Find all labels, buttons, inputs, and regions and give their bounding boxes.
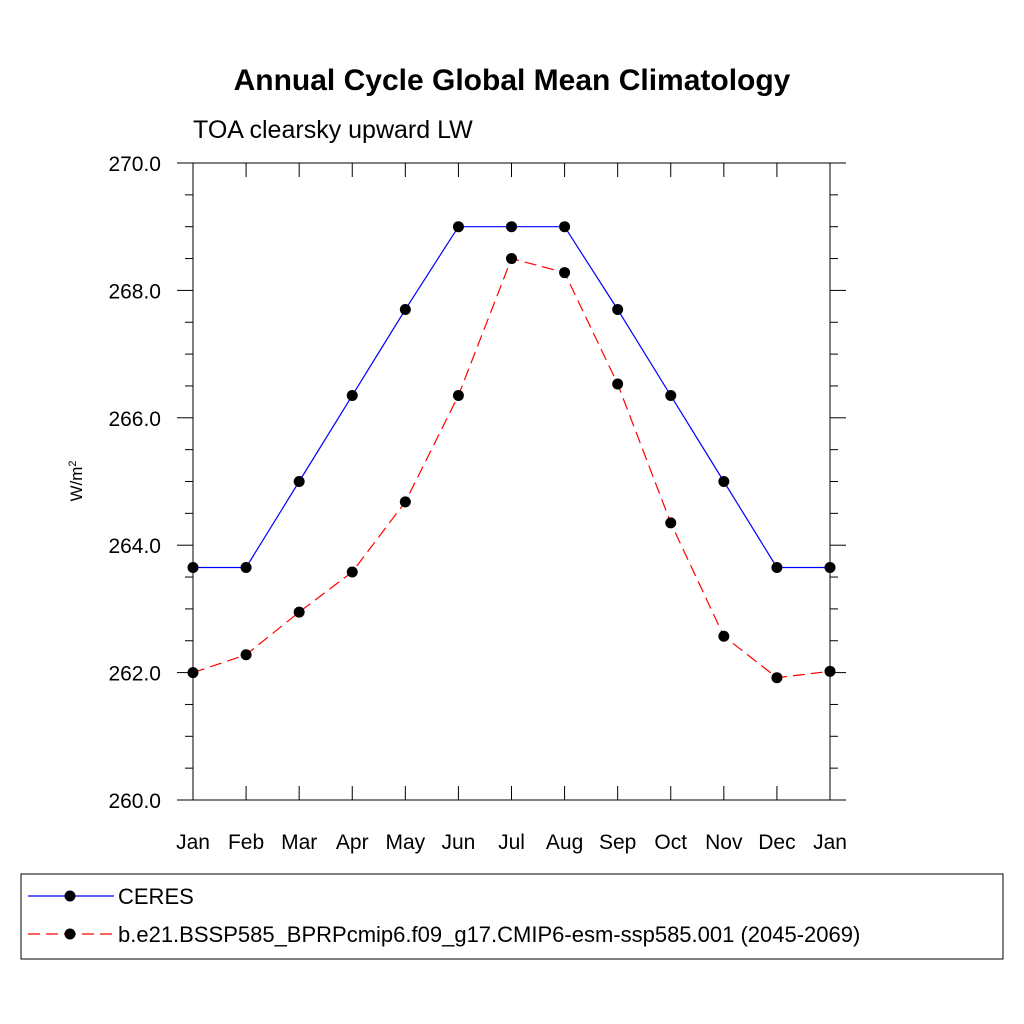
data-point — [187, 667, 199, 679]
legend: CERES b.e21.BSSP585_BPRPcmip6.f09_g17.CMI… — [20, 873, 1004, 960]
data-point — [824, 561, 836, 573]
y-axis-label-superscript: 2 — [67, 460, 79, 466]
data-point — [346, 390, 358, 402]
data-point — [346, 566, 358, 578]
data-point — [452, 390, 464, 402]
legend-marker — [64, 890, 76, 902]
x-tick-label: Jun — [441, 831, 475, 854]
series-layer — [187, 221, 836, 684]
y-tick-label: 264.0 — [108, 535, 161, 558]
data-point — [293, 476, 305, 487]
x-tick-label: Feb — [228, 831, 264, 854]
y-tick-label: 260.0 — [108, 790, 161, 813]
data-point — [506, 221, 517, 233]
series-line — [193, 226, 830, 569]
data-point — [771, 672, 783, 684]
x-tick-label: Mar — [281, 831, 317, 854]
x-tick-label: Oct — [654, 831, 687, 854]
y-tick-label: 266.0 — [108, 408, 161, 431]
x-tick-label: Apr — [336, 831, 369, 854]
y-axis-label: W/m2 — [67, 460, 86, 501]
chart-subtitle: TOA clearsky upward LW — [193, 116, 473, 144]
data-point — [612, 304, 624, 316]
y-tick-label: 270.0 — [108, 153, 161, 176]
axes: 260.0 262.0 264.0 266.0 268.0 270.0 Jan Feb Mar A… — [108, 153, 846, 854]
x-tick-label: Dec — [758, 831, 795, 854]
data-point — [452, 221, 464, 233]
data-point — [718, 630, 730, 642]
data-point — [665, 517, 677, 529]
y-tick-label: 262.0 — [108, 663, 161, 686]
x-tick-label: Sep — [599, 831, 636, 854]
x-tick-label: May — [385, 831, 425, 854]
legend-marker — [64, 928, 76, 940]
x-tick-label: Jan — [176, 831, 210, 854]
data-point — [399, 304, 411, 316]
data-point — [718, 476, 730, 487]
data-point — [506, 253, 517, 265]
series-line — [192, 257, 831, 679]
x-tick-label: Aug — [546, 831, 583, 854]
data-point — [612, 378, 624, 390]
data-point — [559, 267, 571, 279]
data-point — [187, 561, 199, 573]
legend-label: b.e21.BSSP585_BPRPcmip6.f09_g17.CMIP6-es… — [118, 922, 860, 947]
data-point — [771, 561, 783, 573]
data-point — [240, 561, 252, 573]
legend-box — [20, 873, 1004, 960]
x-tick-label: Jul — [498, 831, 525, 854]
data-point — [240, 649, 252, 661]
data-point — [559, 221, 571, 233]
data-point — [293, 606, 305, 618]
chart-title: Annual Cycle Global Mean Climatology — [234, 64, 791, 97]
legend-label: CERES — [118, 884, 194, 909]
data-point — [824, 665, 836, 677]
x-tick-label: Nov — [705, 831, 743, 854]
x-tick-label: Jan — [813, 831, 847, 854]
data-point — [399, 496, 411, 508]
data-point — [665, 390, 677, 402]
y-tick-label: 268.0 — [108, 280, 161, 303]
